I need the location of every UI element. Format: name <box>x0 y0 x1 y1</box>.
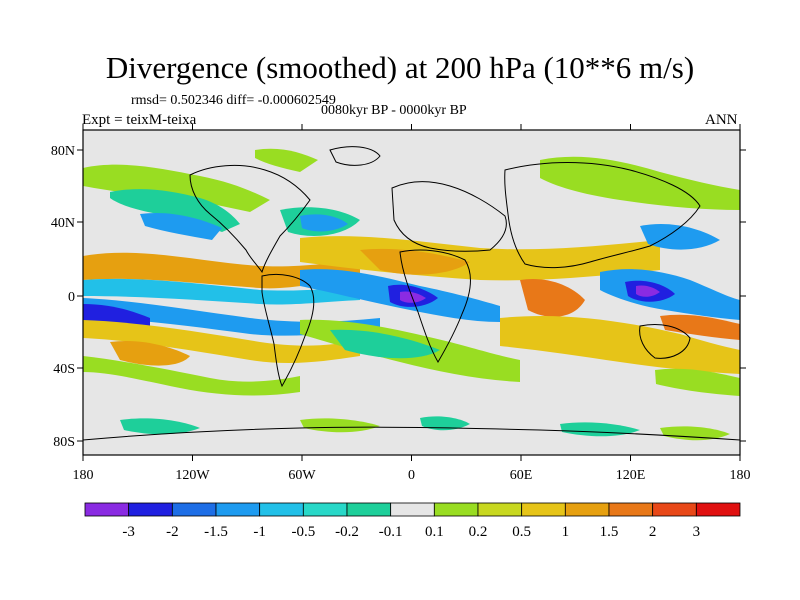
field-region <box>655 368 740 396</box>
field-region <box>500 315 740 374</box>
colorbar-level-label: -1 <box>253 524 266 540</box>
colorbar-level-label: -1.5 <box>204 524 228 540</box>
colorbar <box>84 502 741 517</box>
colorbar-level-label: 0.5 <box>512 524 531 540</box>
lon-label: 120E <box>616 468 646 483</box>
colorbar-swatch <box>477 502 523 517</box>
field-region <box>120 418 200 435</box>
field-shading <box>83 148 740 441</box>
colorbar-level-label: 0.1 <box>425 524 444 540</box>
colorbar-level-label: -0.2 <box>335 524 359 540</box>
lon-label: 120W <box>175 468 210 483</box>
field-region <box>140 212 222 240</box>
lon-label: 180 <box>730 468 751 483</box>
field-region <box>83 304 150 326</box>
season-label: ANN <box>705 112 738 128</box>
coastline-europe <box>391 181 507 252</box>
experiment-label: Expt = teixM-teixa <box>82 112 197 128</box>
coastlines <box>83 146 740 441</box>
field-region <box>83 356 300 396</box>
colorbar-swatch <box>259 502 304 517</box>
colorbar-level-label: 2 <box>649 524 657 540</box>
field-region <box>83 320 360 363</box>
stats-line: rmsd= 0.502346 diff= -0.000602549 <box>131 93 336 108</box>
colorbar-swatch <box>564 502 610 517</box>
colorbar-level-label: -2 <box>166 524 179 540</box>
field-region <box>420 416 470 431</box>
colorbar-swatch <box>171 502 217 517</box>
field-region <box>660 426 730 441</box>
field-region <box>110 340 190 366</box>
colorbar-swatch <box>84 502 130 517</box>
field-region <box>636 285 660 297</box>
lat-label: 0 <box>68 290 75 305</box>
colorbar-level-label: 3 <box>693 524 701 540</box>
coastline-south-america <box>261 273 315 388</box>
axis-ticks <box>77 124 746 461</box>
field-region <box>300 418 380 433</box>
coastline-africa <box>399 249 472 364</box>
colorbar-swatch <box>521 502 566 517</box>
colorbar-level-label: -0.5 <box>291 524 315 540</box>
lon-label: 60E <box>510 468 533 483</box>
lon-label: 0 <box>408 468 415 483</box>
field-region <box>83 164 270 212</box>
colorbar-level-label: -0.1 <box>379 524 403 540</box>
map-title: Divergence (smoothed) at 200 hPa (10**6 … <box>105 50 695 85</box>
lat-label: 40N <box>51 216 75 231</box>
field-region <box>400 291 426 303</box>
field-region <box>330 329 440 359</box>
colorbar-swatch <box>390 502 435 517</box>
coastline-australia <box>639 324 691 359</box>
field-region <box>83 278 360 305</box>
colorbar-level-label: 1 <box>562 524 570 540</box>
field-region <box>360 248 470 275</box>
field-region <box>83 252 360 289</box>
period-label: 0080kyr BP - 0000kyr BP <box>321 103 467 118</box>
field-region <box>520 278 585 317</box>
colorbar-swatch <box>346 502 392 517</box>
colorbar-level-label: 1.5 <box>600 524 619 540</box>
lon-label: 60W <box>288 468 316 483</box>
colorbar-level-label: 0.2 <box>469 524 488 540</box>
field-region <box>255 148 318 172</box>
colorbar-swatch <box>215 502 261 517</box>
latitude-labels: 80N 40N 0 40S 80S <box>51 144 75 450</box>
colorbar-swatch <box>128 502 173 517</box>
colorbar-swatch <box>652 502 697 517</box>
colorbar-swatch <box>608 502 654 517</box>
colorbar-level-label: -3 <box>122 524 135 540</box>
coastline-asia <box>504 162 701 269</box>
lat-label: 40S <box>53 362 75 377</box>
colorbar-swatch <box>302 502 348 517</box>
field-region <box>660 314 740 340</box>
lon-label: 180 <box>73 468 94 483</box>
lat-label: 80N <box>51 144 75 159</box>
field-region <box>540 156 740 210</box>
field-region <box>300 214 348 232</box>
longitude-labels: 180 120W 60W 0 60E 120E 180 <box>73 468 751 483</box>
colorbar-swatch <box>433 502 479 517</box>
coastline-antarctica <box>83 426 740 441</box>
field-region <box>110 189 240 232</box>
lat-label: 80S <box>53 435 75 450</box>
coastline-north-america <box>189 165 311 274</box>
field-region <box>640 223 720 250</box>
colorbar-labels: -3 -2 -1.5 -1 -0.5 -0.2 -0.1 0.1 0.2 0.5 1 1.5 2 3 <box>122 524 700 540</box>
colorbar-swatch <box>695 502 741 517</box>
coastline-greenland <box>329 146 381 166</box>
